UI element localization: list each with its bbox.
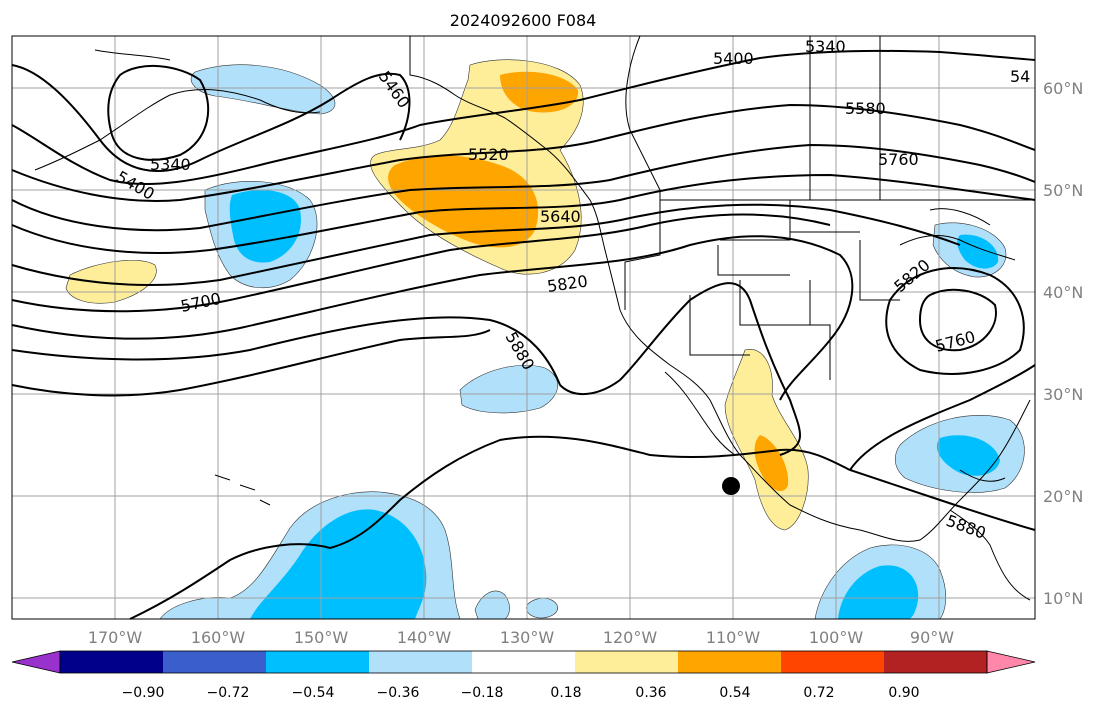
shade-orange — [754, 435, 789, 492]
lat-label: 50°N — [1043, 181, 1083, 200]
colorbar-segment — [472, 651, 576, 673]
lat-label: 40°N — [1043, 283, 1083, 302]
lat-label: 10°N — [1043, 589, 1083, 608]
lon-label: 90°W — [910, 628, 954, 647]
colorbar-segment — [678, 651, 782, 673]
colorbar-segment — [266, 651, 370, 673]
shade-orange — [500, 71, 579, 113]
lon-label: 110°W — [706, 628, 761, 647]
lon-label: 100°W — [809, 628, 864, 647]
latitude-labels: 60°N 50°N 40°N 30°N 20°N 10°N — [1043, 79, 1083, 608]
lat-label: 60°N — [1043, 79, 1083, 98]
colorbar-extend-high — [986, 650, 1036, 674]
colorbar-segment — [60, 651, 164, 673]
contour-label: 5520 — [468, 145, 509, 164]
height-contours — [11, 49, 1036, 620]
contour-label: 5400 — [713, 49, 754, 68]
colorbar-tick-label: −0.18 — [461, 685, 504, 701]
colorbar-tick-label: −0.90 — [122, 685, 165, 701]
colorbar-tick-label: 0.18 — [550, 685, 581, 701]
colorbar-segment — [884, 651, 988, 673]
colorbar-segment — [575, 651, 679, 673]
lat-label: 20°N — [1043, 487, 1083, 506]
colorbar-tick-label: −0.54 — [292, 685, 335, 701]
colorbar-tick-label: −0.36 — [377, 685, 420, 701]
colorbar-frame — [59, 650, 988, 674]
lon-label: 140°W — [397, 628, 452, 647]
shade-blue — [936, 435, 1000, 476]
colorbar-segment — [369, 651, 473, 673]
colorbar-segment — [163, 651, 267, 673]
shade-light-blue — [526, 597, 558, 619]
map-frame — [11, 35, 1036, 620]
colorbar-tick-label: 0.36 — [635, 685, 666, 701]
contour-label: 5340 — [150, 155, 191, 174]
lat-label: 30°N — [1043, 385, 1083, 404]
colorbar-tick-label: −0.72 — [207, 685, 250, 701]
colorbar — [11, 650, 1036, 674]
shade-blue — [838, 565, 919, 619]
colorbar-tick-label: 0.54 — [719, 685, 750, 701]
lon-label: 170°W — [88, 628, 143, 647]
colorbar-tick-label: 0.72 — [803, 685, 834, 701]
shade-orange — [388, 155, 539, 248]
colorbar-tick-labels: −0.90 −0.72 −0.54 −0.36 −0.18 0.18 0.36 … — [122, 685, 920, 701]
contour-label: 54 — [1010, 67, 1030, 86]
lon-label: 160°W — [191, 628, 246, 647]
contour-label: 5640 — [540, 207, 581, 226]
anomaly-shading — [65, 59, 1025, 620]
lon-label: 150°W — [294, 628, 349, 647]
lon-label: 120°W — [603, 628, 658, 647]
contour-label: 5580 — [845, 99, 886, 118]
shade-light-blue — [459, 364, 559, 414]
colorbar-segment — [781, 651, 885, 673]
contour-label: 5760 — [878, 150, 919, 169]
storm-position-dot — [722, 477, 740, 495]
coastlines — [34, 35, 1035, 601]
contour-label: 5340 — [805, 37, 846, 56]
colorbar-extend-low — [11, 650, 61, 674]
shade-blue — [250, 509, 427, 619]
colorbar-tick-label: 0.90 — [888, 685, 919, 701]
longitude-labels: 170°W 160°W 150°W 140°W 130°W 120°W 110°… — [88, 628, 954, 647]
map-title: 2024092600 F084 — [450, 11, 597, 30]
lon-label: 130°W — [500, 628, 555, 647]
